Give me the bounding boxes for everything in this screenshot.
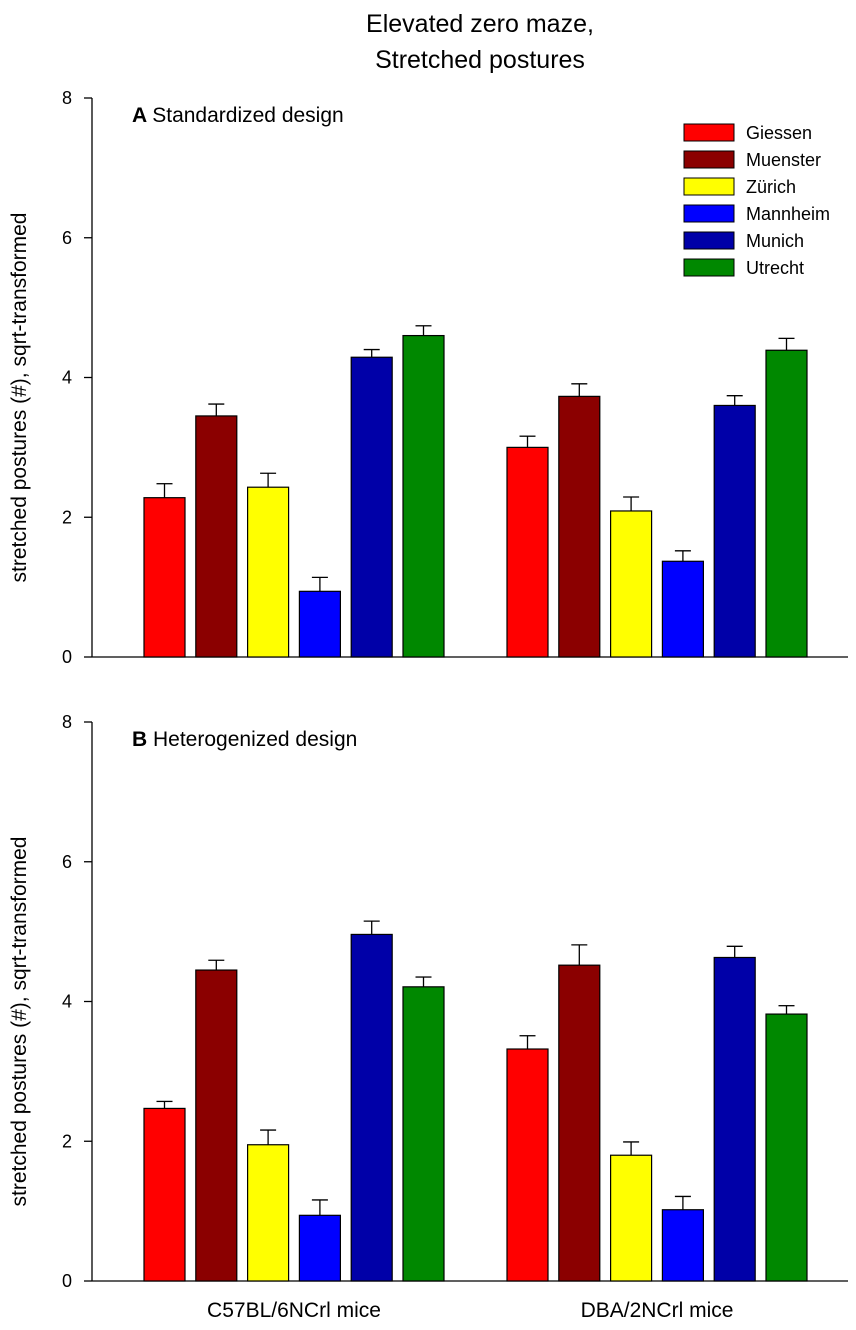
bar-giessen-c57bl [143,1107,186,1282]
legend-label: Muenster [746,150,821,170]
x-category-label: C57BL/6NCrl mice [207,1299,381,1322]
bar-munich-c57bl [350,356,393,658]
bar-mannheim-dba [661,1209,705,1282]
bar-zrich-c57bl [247,1144,290,1282]
panel-b-heterogenized-design: 0 2 4 6 8 stretched postures (#), sqrt-transf… [8,712,848,1322]
bar-zrich-dba [609,1154,653,1282]
y-tick-label: 8 [62,712,72,732]
bar-utrecht-dba [765,349,808,658]
y-tick-label: 4 [62,368,72,388]
bar-mannheim-c57bl [298,590,341,658]
y-tick-label: 0 [62,647,72,667]
y-axis-label: stretched postures (#), sqrt-transformed [8,213,31,583]
panel-a-standardized-design: 0 2 4 6 8 stretched postures (#), sqrt-transf… [8,88,848,667]
y-tick-label: 8 [62,88,72,108]
bar-utrecht-c57bl [402,986,445,1282]
bar-giessen-dba [506,1048,549,1282]
bar-munich-dba [713,956,756,1282]
bar-muenster-c57bl [195,415,238,658]
panel-title: B Heterogenized design [132,728,357,751]
bar-muenster-dba [558,964,601,1282]
figure-title-line2: Stretched postures [375,46,585,74]
legend-swatch [683,150,735,169]
figure-title-line1: Elevated zero maze, [366,10,594,38]
panel-title: A Standardized design [132,104,344,127]
bar-munich-c57bl [350,933,393,1282]
bar-munich-dba [713,404,756,658]
y-axis-label: stretched postures (#), sqrt-transformed [8,837,31,1207]
legend-label: Utrecht [746,258,804,278]
y-tick-label: 6 [62,228,72,248]
bar-mannheim-dba [661,560,705,658]
y-tick-label: 6 [62,852,72,872]
legend: Giessen Muenster Zürich Mannheim Munich Utrec… [683,123,830,278]
x-category-label: DBA/2NCrl mice [581,1299,734,1322]
bar-zrich-c57bl [247,486,290,658]
legend-label: Zürich [746,177,796,197]
legend-label: Munich [746,231,804,251]
bar-utrecht-dba [765,1013,808,1282]
legend-swatch [683,177,735,196]
legend-swatch [683,258,735,277]
bar-utrecht-c57bl [402,334,445,658]
bar-zrich-dba [609,510,653,658]
y-tick-label: 4 [62,992,72,1012]
legend-swatch [683,123,735,142]
bar-mannheim-c57bl [298,1214,341,1282]
bar-muenster-dba [558,395,601,658]
bar-muenster-c57bl [195,969,238,1282]
legend-swatch [683,231,735,250]
y-tick-label: 2 [62,1131,72,1151]
bar-giessen-c57bl [143,497,186,658]
legend-label: Giessen [746,123,812,143]
bar-giessen-dba [506,446,549,658]
legend-label: Mannheim [746,204,830,224]
y-tick-label: 0 [62,1271,72,1291]
legend-swatch [683,204,735,223]
y-tick-label: 2 [62,507,72,527]
